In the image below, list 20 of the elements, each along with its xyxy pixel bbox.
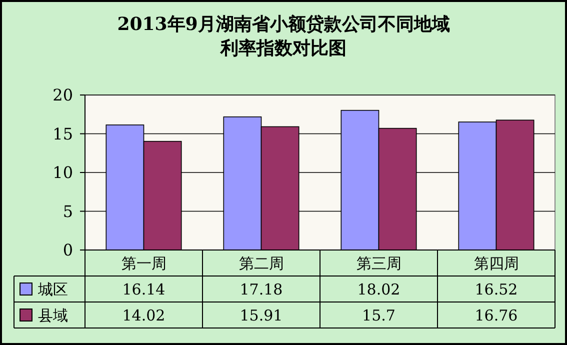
data-label: 14.02 <box>122 306 166 324</box>
data-label: 16.76 <box>474 306 518 324</box>
legend-label: 城区 <box>37 280 68 298</box>
y-tick-label: 20 <box>52 86 73 105</box>
x-tick-label: 第四周 <box>474 254 519 272</box>
y-tick-label: 10 <box>52 163 73 182</box>
y-tick-label: 0 <box>62 240 73 260</box>
data-label: 15.7 <box>362 306 396 324</box>
data-label: 16.52 <box>474 280 518 298</box>
x-tick-label: 第一周 <box>121 254 166 272</box>
x-tick-label: 第三周 <box>356 254 402 272</box>
y-tick-label: 5 <box>62 202 73 221</box>
legend-label: 县域 <box>38 306 68 324</box>
chart-title: 2013年9月湖南省小额贷款公司不同地域利率指数对比图 <box>117 14 450 59</box>
data-label: 16.14 <box>122 280 166 298</box>
data-label: 17.18 <box>240 280 283 298</box>
x-tick-label: 第二周 <box>238 254 284 272</box>
data-label: 18.02 <box>357 280 400 298</box>
y-tick-label: 15 <box>52 124 73 144</box>
data-label: 15.91 <box>240 306 283 324</box>
